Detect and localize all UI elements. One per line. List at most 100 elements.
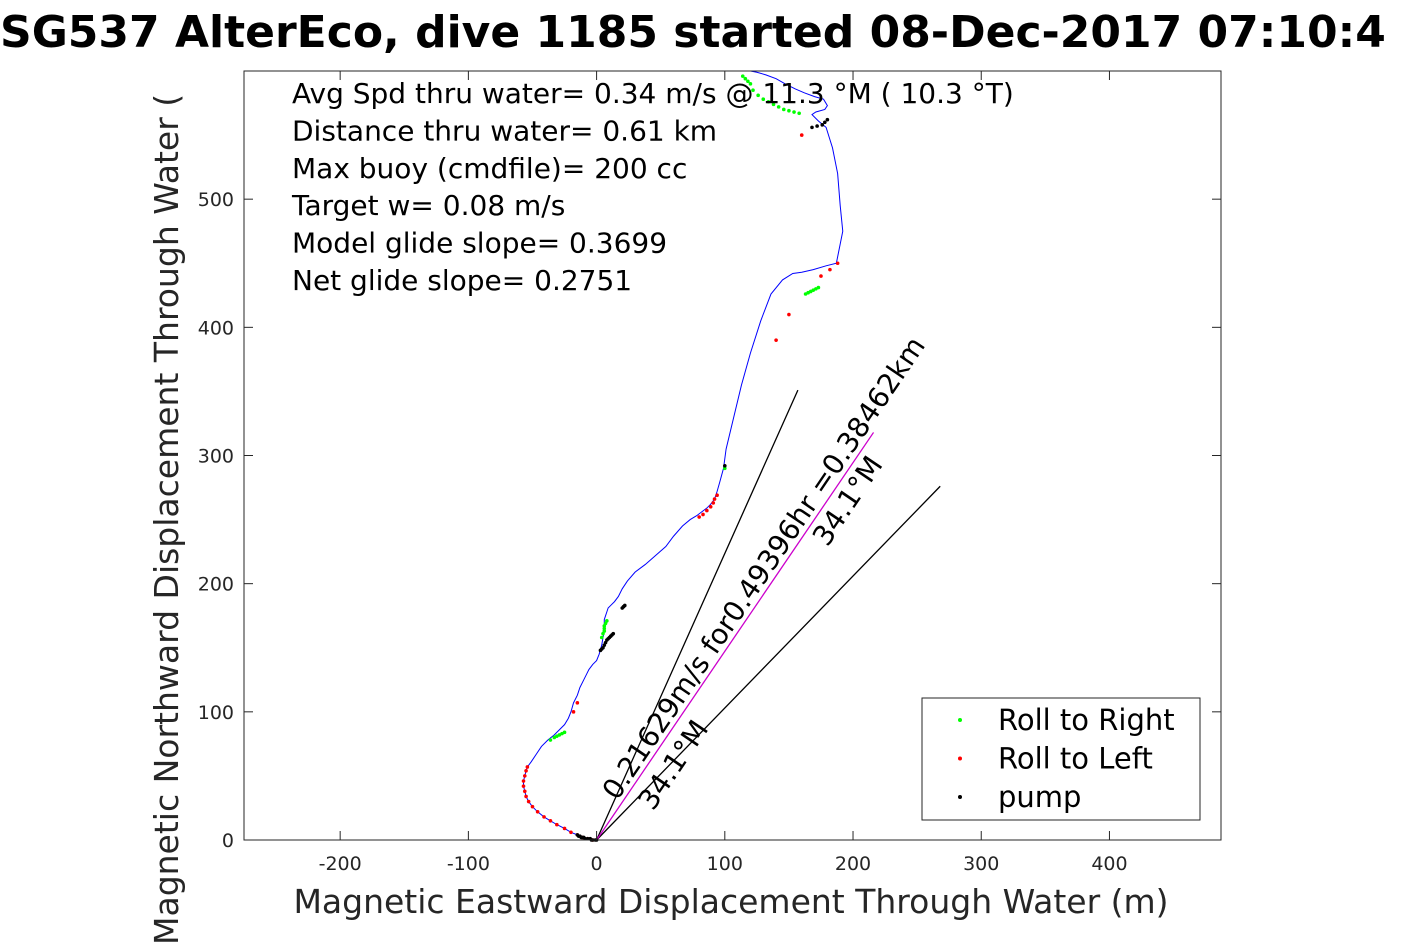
data-point (548, 818, 553, 823)
data-point (602, 629, 607, 633)
data-point (771, 102, 776, 107)
data-point (569, 830, 573, 835)
legend-box (921, 697, 1201, 821)
data-point (611, 631, 616, 636)
data-point (535, 810, 540, 814)
data-point (723, 463, 727, 468)
data-point (761, 97, 766, 101)
reference-line-wedge-lower (596, 485, 941, 841)
annotations: Avg Spd thru water= 0.34 m/s @ 11.3 °M (… (291, 77, 1014, 297)
annotation-line: Distance thru water= 0.61 km (292, 114, 717, 147)
data-point (751, 88, 755, 93)
data-point (697, 515, 701, 519)
data-point (766, 99, 771, 104)
data-point (705, 508, 709, 513)
y-axis-label: Magnetic Northward Displacement Through … (147, 94, 186, 945)
reference-line-current (596, 432, 875, 841)
x-tick-label: 200 (835, 853, 871, 875)
y-tick-label: 500 (198, 189, 234, 211)
data-point (525, 765, 530, 769)
data-point (521, 784, 526, 788)
data-point (562, 730, 567, 735)
legend-label: Roll to Right (998, 703, 1175, 737)
y-tick-label: 200 (198, 574, 234, 596)
ticks: -200 -100 0 100 200 300 400 0 100 200 300 400 500 (198, 71, 1221, 875)
chart-title: SG537 AlterEco, dive 1185 started 08-Dec… (0, 7, 1386, 58)
annotation-line: Net glide slope= 0.2751 (292, 264, 632, 297)
data-point (605, 619, 609, 623)
data-point (810, 125, 814, 130)
data-point (723, 466, 727, 471)
data-point (708, 504, 713, 509)
data-point (555, 822, 559, 827)
y-tick-label: 0 (222, 830, 234, 852)
legend-label: Roll to Left (998, 742, 1153, 776)
data-point (575, 833, 580, 837)
data-point (816, 285, 821, 290)
data-point (571, 710, 576, 714)
x-tick-label: -100 (447, 853, 490, 875)
annotation-line: Model glide slope= 0.3699 (292, 227, 667, 260)
data-point (787, 312, 791, 317)
data-point (828, 267, 832, 272)
data-point (825, 117, 830, 122)
data-point (602, 626, 607, 631)
data-point (748, 82, 753, 86)
data-point (521, 779, 526, 783)
x-tick-label: 100 (707, 853, 743, 875)
data-point (524, 794, 528, 799)
x-axis-label: Magnetic Eastward Displacement Through W… (293, 882, 1168, 921)
annotation-line: Target w= 0.08 m/s (291, 189, 565, 222)
data-point (792, 110, 796, 114)
y-tick-label: 300 (198, 446, 234, 468)
legend-marker (958, 795, 962, 799)
y-tick-label: 400 (198, 317, 234, 339)
x-tick-label: -200 (319, 853, 362, 875)
data-point (787, 108, 791, 113)
data-point (599, 635, 604, 640)
data-point (701, 512, 705, 517)
data-point (524, 768, 528, 773)
data-point (522, 774, 527, 778)
data-point (781, 107, 786, 112)
x-tick-label: 0 (591, 853, 603, 875)
points-layer (521, 74, 840, 842)
data-point (622, 603, 627, 608)
data-point (575, 701, 580, 705)
data-point (526, 799, 531, 804)
x-tick-label: 300 (963, 853, 999, 875)
y-tick-label: 100 (198, 702, 234, 724)
legend-label: pump (998, 780, 1081, 814)
data-point (756, 93, 760, 98)
data-point (522, 789, 527, 794)
data-point (715, 493, 719, 498)
data-point (776, 105, 781, 109)
data-point (542, 815, 546, 819)
data-point (740, 74, 745, 78)
data-point (774, 338, 778, 342)
series-roll-to-right (548, 74, 821, 742)
data-point (712, 497, 717, 501)
reference-line-wedge-upper (595, 389, 799, 841)
legend-marker (958, 718, 962, 722)
data-point (797, 111, 801, 116)
annotation-line: Avg Spd thru water= 0.34 m/s @ 11.3 °M (… (292, 77, 1014, 110)
data-point (562, 826, 567, 831)
data-point (835, 261, 840, 266)
data-point (820, 123, 825, 127)
data-point (823, 120, 827, 125)
data-point (711, 501, 716, 505)
annotation-line: Max buoy (cmdfile)= 200 cc (292, 152, 687, 185)
data-point (746, 79, 750, 84)
legend: Roll to Right Roll to Left pump (921, 697, 1201, 821)
data-point (799, 133, 804, 137)
series-pump (575, 117, 830, 842)
legend-marker (958, 756, 962, 761)
x-tick-label: 400 (1091, 853, 1127, 875)
data-point (530, 804, 535, 809)
reference-lines (595, 389, 941, 841)
data-point (815, 124, 819, 128)
data-point (743, 76, 748, 81)
